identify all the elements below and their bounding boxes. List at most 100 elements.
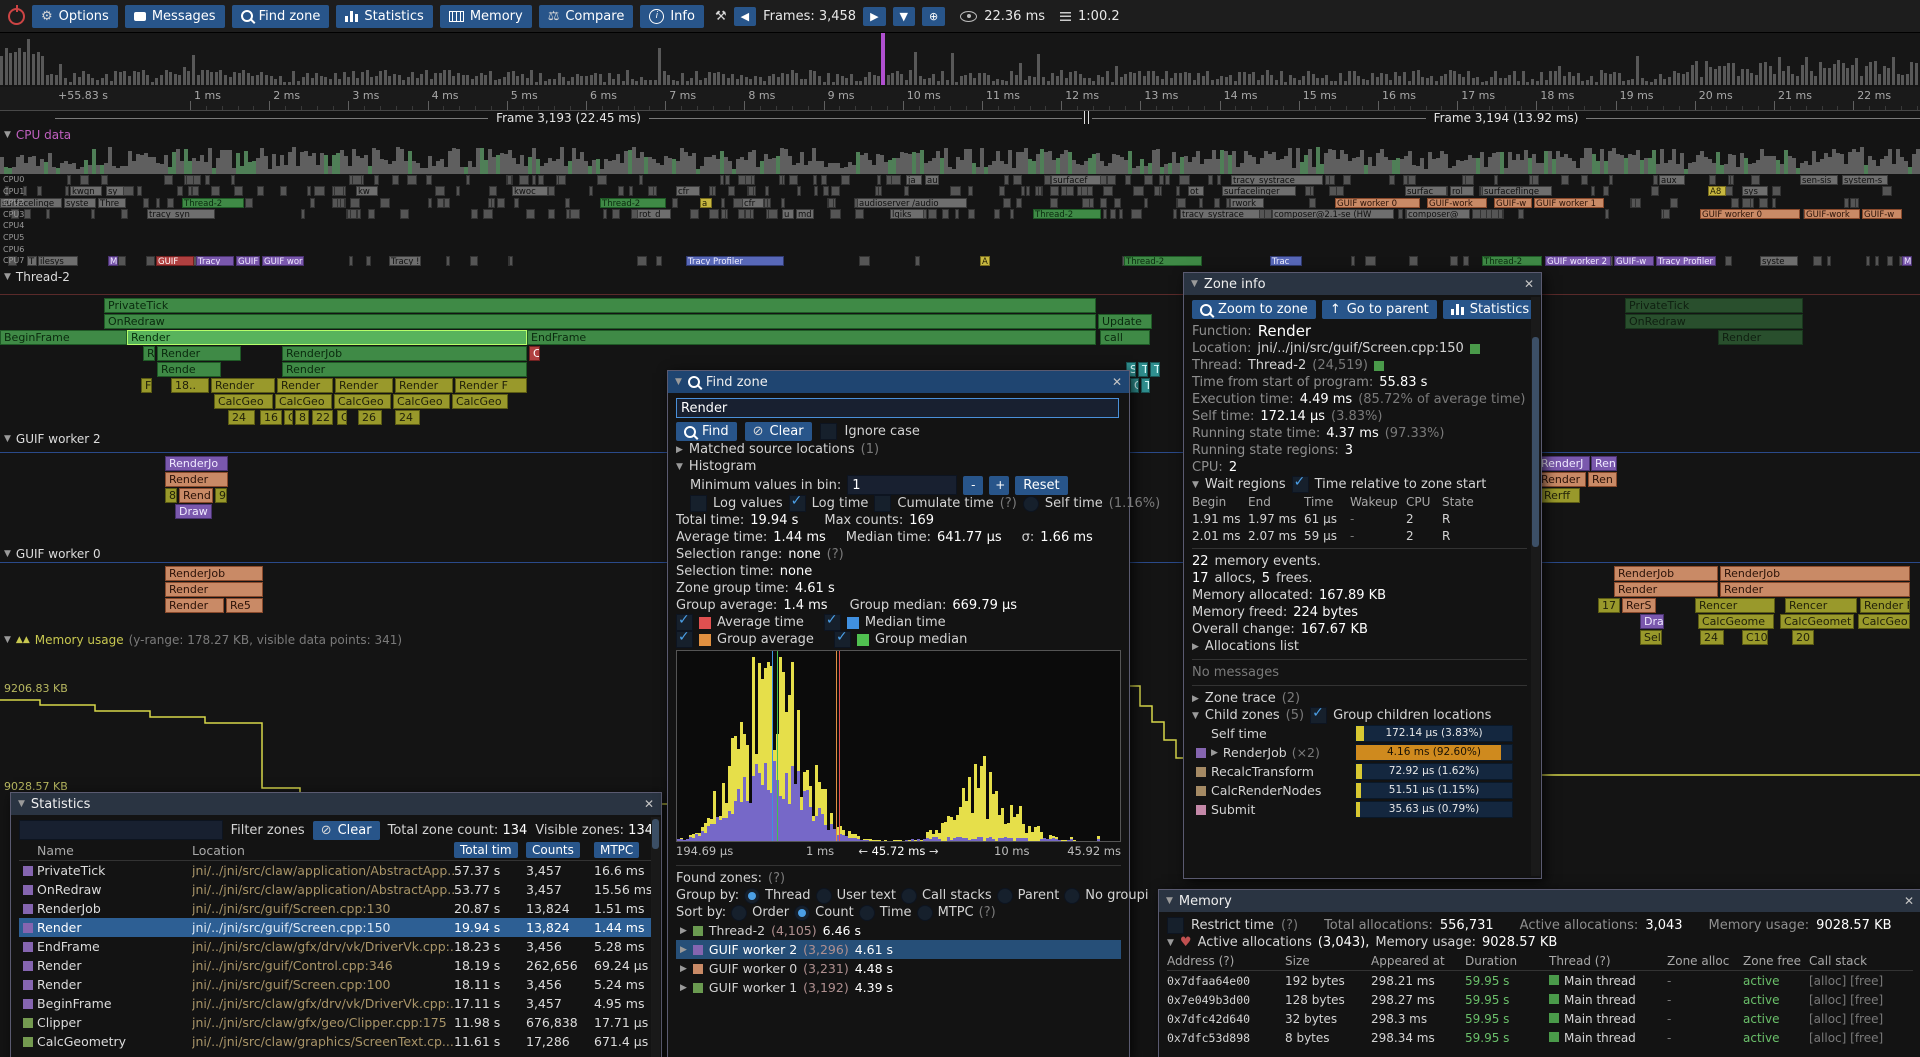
cpu-zone[interactable]: a bbox=[700, 197, 712, 208]
find-zone-button[interactable]: Find zone bbox=[231, 4, 330, 28]
cpu-zone[interactable]: tracy_syn bbox=[147, 209, 215, 220]
cpu-zone[interactable]: md bbox=[796, 209, 814, 220]
cpu-zone[interactable]: syste bbox=[1760, 255, 1798, 266]
cpu-zone[interactable]: rol bbox=[1450, 186, 1474, 197]
cpu-zone[interactable]: sy bbox=[106, 186, 124, 197]
cpu-zone[interactable]: ot bbox=[1188, 186, 1204, 197]
compare-button[interactable]: ⚖ Compare bbox=[538, 4, 634, 28]
thread-color-swatch[interactable] bbox=[1373, 360, 1384, 371]
cpu-zone[interactable]: GUIF wor bbox=[262, 255, 304, 266]
collapse-icon[interactable]: ▼ bbox=[4, 129, 11, 140]
cpu-zone[interactable]: composer@2.1-se (HW bbox=[1272, 209, 1394, 220]
timeline-zone[interactable]: F bbox=[141, 378, 152, 393]
go-to-parent-button[interactable]: ↑ Go to parent bbox=[1321, 300, 1437, 319]
timeline-zone[interactable]: Render bbox=[335, 378, 393, 393]
timeline-zone[interactable]: T bbox=[1138, 362, 1148, 377]
cpu-zone[interactable]: aux bbox=[1659, 174, 1685, 185]
timeline-zone[interactable]: Render bbox=[395, 378, 453, 393]
cpu-zone[interactable]: system-s bbox=[1842, 174, 1888, 185]
find-clear-button[interactable]: ⊘ Clear bbox=[744, 422, 812, 441]
expand-icon[interactable]: ▶ bbox=[676, 444, 683, 455]
cpu-zone[interactable]: Thread-2 bbox=[1124, 255, 1202, 266]
timeline-zone[interactable]: C bbox=[529, 346, 540, 361]
timeline-zone[interactable]: S bbox=[1126, 362, 1136, 377]
timeline-zone[interactable]: RerS bbox=[1622, 598, 1656, 613]
timeline-zone[interactable]: RenderJ bbox=[1537, 456, 1590, 471]
wait-region-row[interactable]: 2.01 ms 2.07 ms 59 µs -2 R bbox=[1192, 527, 1527, 544]
cpu-zone[interactable]: u bbox=[782, 209, 794, 220]
matched-locations-row[interactable]: ▶ Matched source locations (1) bbox=[676, 442, 880, 457]
cpu-zone[interactable]: syste bbox=[64, 197, 96, 208]
timeline-zone[interactable]: 17 bbox=[1598, 598, 1620, 613]
alloc-call-stack[interactable]: [alloc] [free] bbox=[1809, 1030, 1884, 1045]
frame-span-left[interactable]: Frame 3,193 (22.45 ms) bbox=[55, 110, 1082, 126]
cpu-zone[interactable]: GUIF worker 1 bbox=[1534, 197, 1604, 208]
collapse-icon[interactable]: ▼ bbox=[18, 799, 25, 809]
found-zone-group[interactable]: ▶ GUIF worker 2 (3,296) 4.61 s bbox=[676, 940, 1121, 959]
cpu-zone[interactable]: ja bbox=[906, 174, 922, 185]
timeline-zone[interactable]: Render bbox=[165, 582, 263, 597]
cpu-zone[interactable]: au bbox=[925, 174, 939, 185]
statistics-row[interactable]: Render jni/../jni/src/guif/Control.cpp:34… bbox=[19, 956, 653, 975]
timeline-zone[interactable]: Rende bbox=[157, 362, 221, 377]
statistics-row[interactable]: Clipper jni/../jni/src/claw/gfx/geo/Clipp… bbox=[19, 1013, 653, 1032]
expand-icon[interactable]: ▶ bbox=[680, 982, 687, 993]
cpu-zone[interactable]: Tracy Profiler bbox=[1656, 255, 1716, 266]
timeline-zone[interactable]: Render bbox=[165, 598, 224, 613]
statistics-row[interactable]: PrivateTick jni/../jni/src/claw/applicati… bbox=[19, 861, 653, 880]
collapse-icon[interactable]: ▼ bbox=[1167, 937, 1174, 948]
cpu-zone[interactable]: GUIF worker 0 bbox=[1335, 197, 1420, 208]
timeline-zone[interactable]: Render bbox=[1537, 472, 1586, 487]
timeline-zone[interactable]: R bbox=[143, 346, 155, 361]
location-color-swatch[interactable] bbox=[1469, 343, 1480, 354]
prev-frame-button[interactable]: ◀ bbox=[733, 6, 757, 26]
zone-info-titlebar[interactable]: ▼ Zone info ✕ bbox=[1184, 273, 1541, 295]
memory-col-header[interactable]: Address (?) bbox=[1167, 953, 1235, 968]
cpu-zone[interactable]: A8 bbox=[1708, 186, 1726, 197]
memory-col-header[interactable]: Zone free bbox=[1743, 953, 1802, 968]
wait-region-row[interactable]: 1.91 ms 1.97 ms 61 µs -2 R bbox=[1192, 510, 1527, 527]
timeline-zone[interactable]: Rencer bbox=[1785, 598, 1857, 613]
timeline-zone[interactable]: CalcGeomet bbox=[1780, 614, 1854, 629]
goto-frame-button[interactable]: ⊕ bbox=[922, 6, 946, 26]
found-zone-group[interactable]: ▶ GUIF worker 0 (3,231) 4.48 s bbox=[676, 959, 1121, 978]
collapse-icon[interactable]: ▼ bbox=[1192, 479, 1199, 490]
cpu-zone[interactable]: sys bbox=[1742, 186, 1768, 197]
cpu-zone[interactable]: surfaceflinge bbox=[1482, 186, 1552, 197]
zone-info-scrollbar[interactable] bbox=[1531, 297, 1540, 876]
find-zone-search-input[interactable] bbox=[676, 398, 1119, 418]
timeline-zone[interactable]: T bbox=[1150, 362, 1160, 377]
collapse-icon[interactable]: ▼ bbox=[676, 461, 683, 472]
cpu-zone[interactable]: tracy_systrace bbox=[1180, 209, 1260, 220]
filter-zones-input[interactable] bbox=[19, 820, 223, 840]
info-button[interactable]: i Info bbox=[640, 4, 704, 28]
zone-trace-row[interactable]: ▶ Zone trace (2) bbox=[1192, 691, 1301, 706]
expand-icon[interactable]: ▶ bbox=[1211, 747, 1218, 758]
time-relative-checkbox[interactable] bbox=[1291, 474, 1309, 493]
find-button[interactable]: Find bbox=[676, 422, 737, 441]
cpu-zone[interactable]: Tracy Profiler bbox=[686, 255, 784, 266]
cpu-data-header[interactable]: ▼ CPU data bbox=[4, 127, 71, 142]
timeline-zone[interactable]: 24 bbox=[228, 410, 255, 425]
timeline-zone[interactable]: 16 bbox=[260, 410, 282, 425]
timeline-zone[interactable]: RenderJob bbox=[165, 566, 263, 581]
timeline-zone[interactable]: Rend bbox=[179, 488, 213, 503]
timeline-zone[interactable]: 26 bbox=[358, 410, 382, 425]
active-allocations-row[interactable]: ▼ ♥ Active allocations (3,043), Memory u… bbox=[1167, 935, 1558, 950]
tools-icon[interactable]: ⚒ bbox=[714, 8, 727, 24]
timeline-zone[interactable]: call bbox=[1100, 330, 1150, 345]
collapse-icon[interactable]: ▼ bbox=[1191, 279, 1198, 289]
timeline-zone[interactable]: CalcGeo bbox=[334, 394, 391, 409]
child-zones-row[interactable]: ▼ Child zones(5) Group children location… bbox=[1192, 705, 1527, 724]
timeline-zone[interactable]: Rend bbox=[1591, 456, 1617, 471]
group-by-radio[interactable] bbox=[900, 887, 917, 904]
sort-mtpc[interactable]: MTPC bbox=[594, 842, 640, 858]
cpu-zone[interactable]: Thread-2 bbox=[182, 197, 244, 208]
histogram-row[interactable]: ▼ Histogram bbox=[676, 459, 757, 474]
sort-by-radio[interactable] bbox=[916, 904, 933, 921]
memory-col-header[interactable]: Thread (?) bbox=[1549, 953, 1611, 968]
timeline-zone[interactable]: C bbox=[337, 410, 347, 425]
options-button[interactable]: ⚙ Options bbox=[32, 4, 118, 28]
child-zone-row[interactable]: RecalcTransform 72.92 µs (1.62%) bbox=[1192, 762, 1527, 781]
min-bin-increase[interactable]: + bbox=[989, 475, 1010, 495]
